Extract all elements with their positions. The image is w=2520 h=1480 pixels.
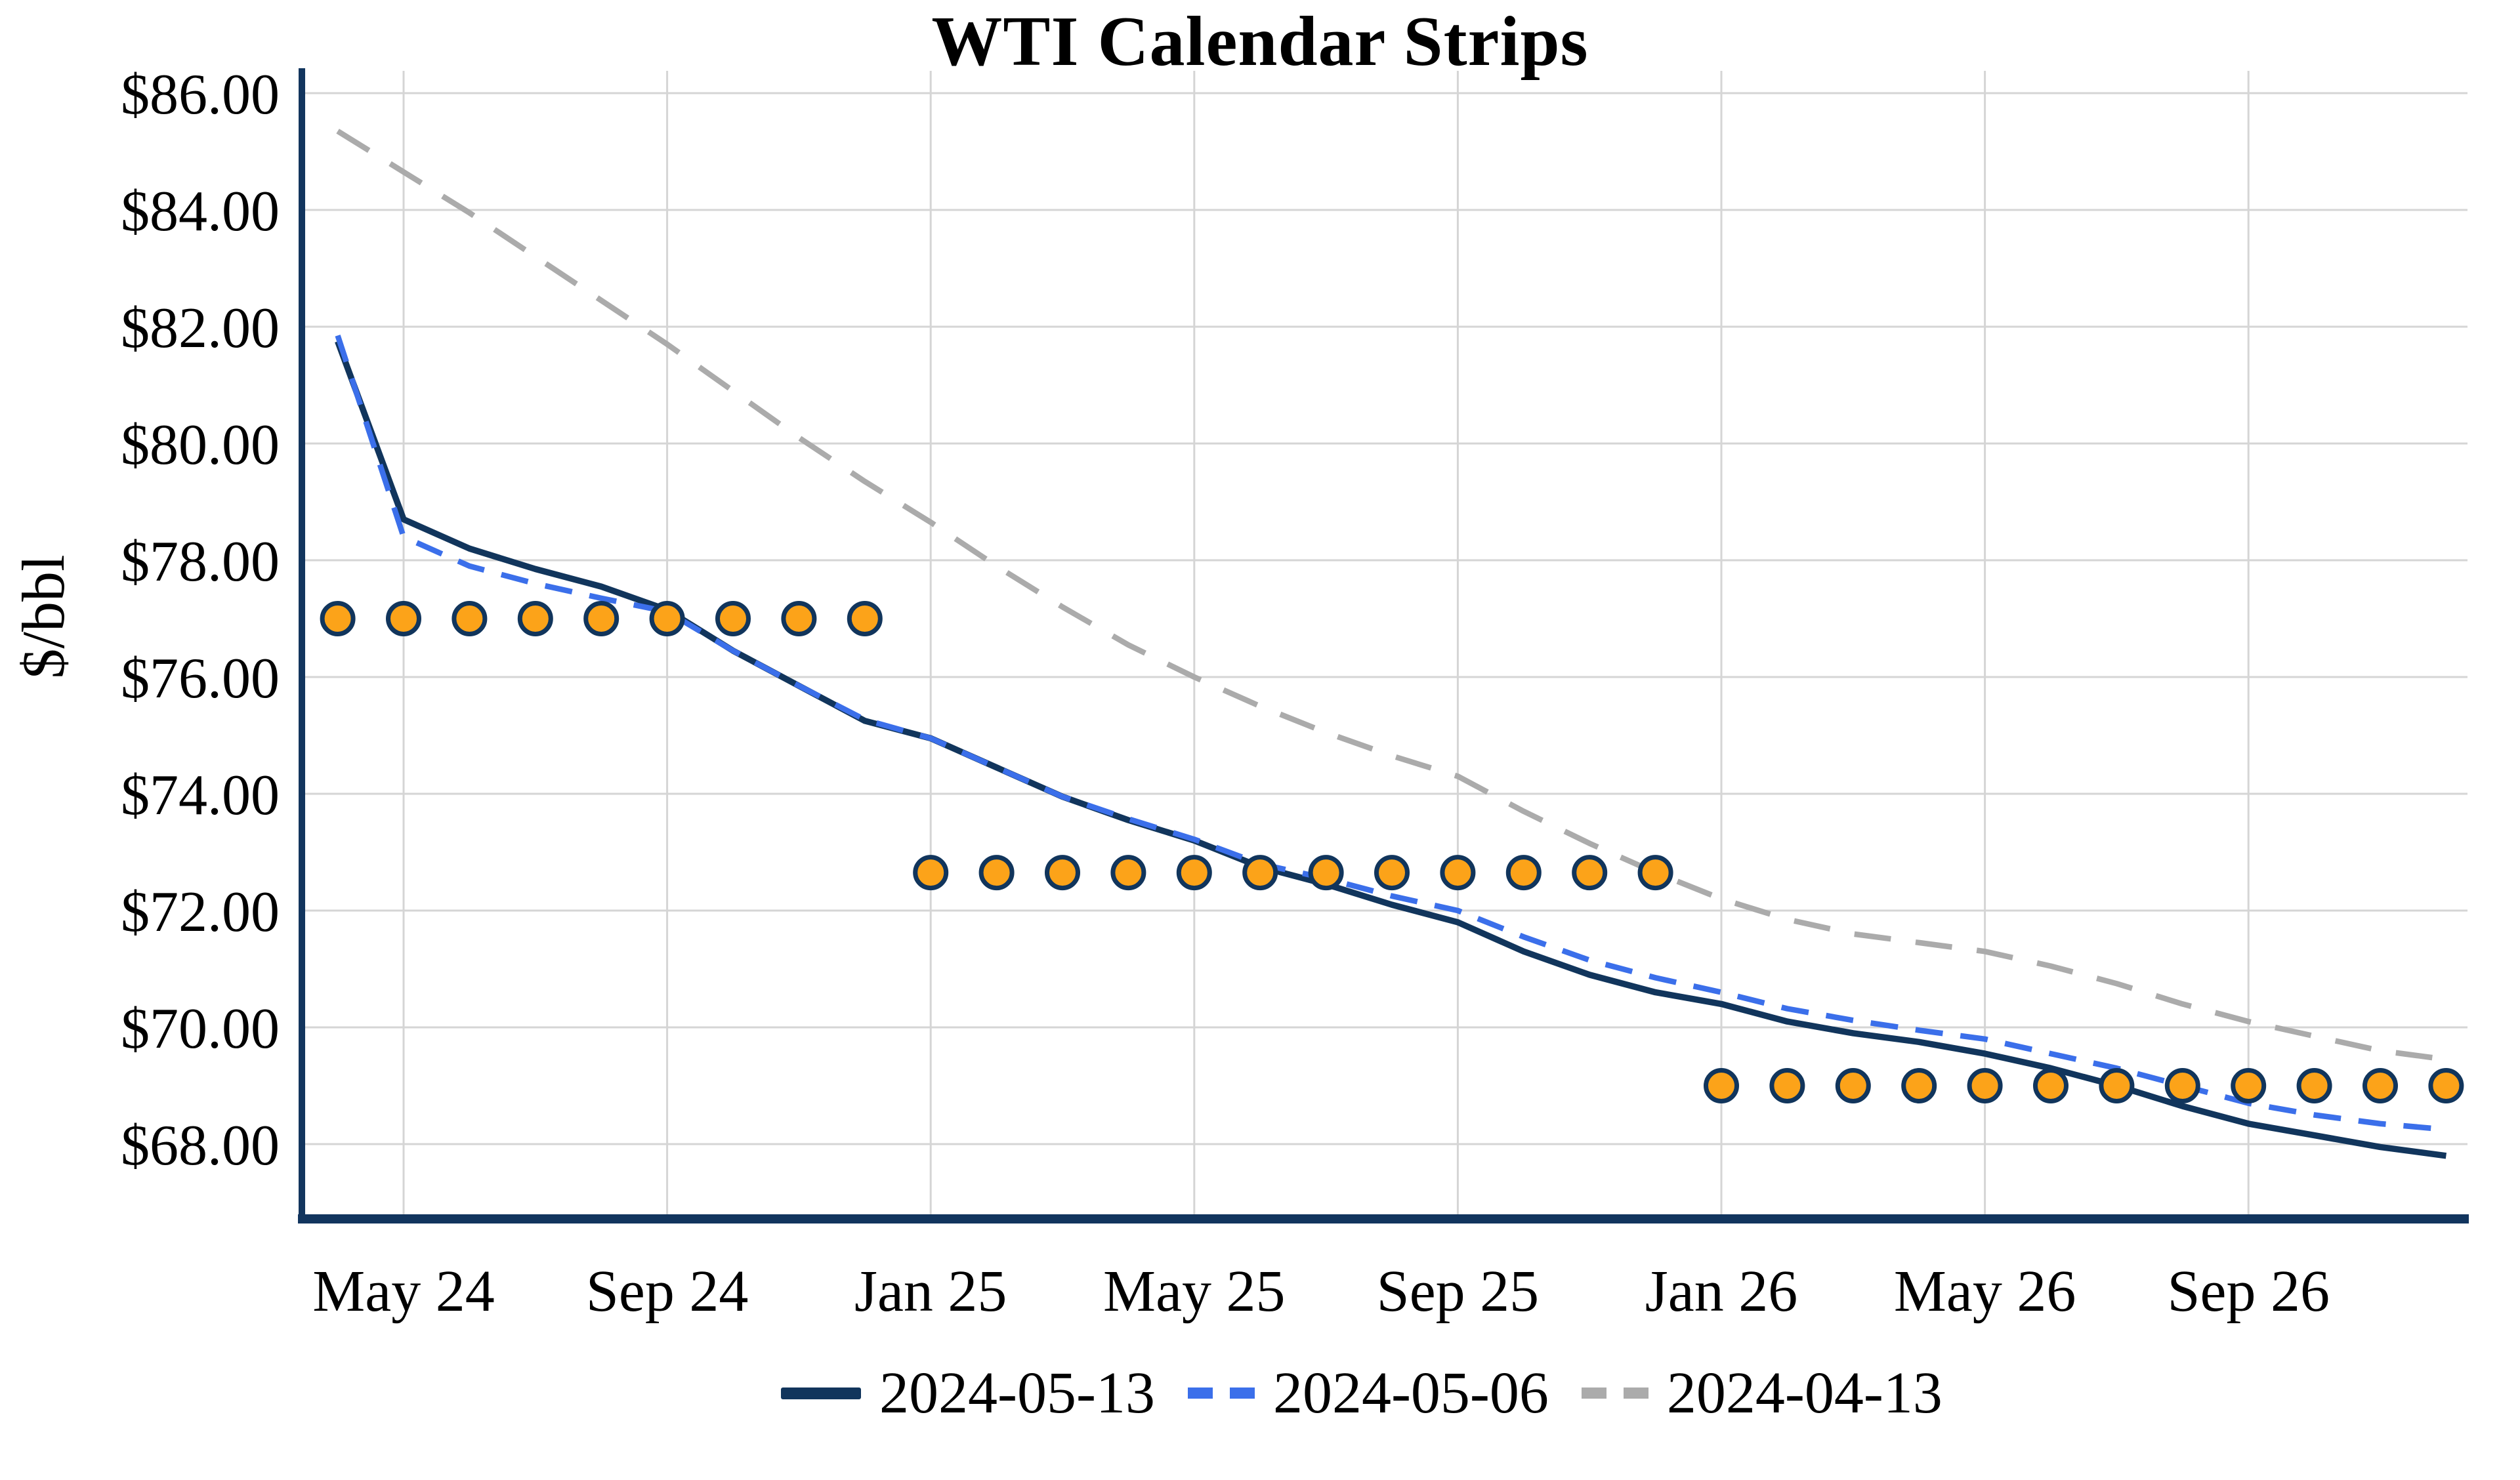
chart-title: WTI Calendar Strips — [931, 3, 1589, 81]
strip-marker — [1374, 855, 1410, 891]
y-tick-label: $74.00 — [121, 764, 280, 827]
strip-marker — [2231, 1068, 2267, 1103]
strip-marker — [1308, 855, 1344, 891]
x-tick-label: Sep 25 — [1377, 1259, 1540, 1324]
x-tick-label: May 24 — [312, 1259, 494, 1324]
y-tick-label: $86.00 — [121, 63, 280, 127]
legend-solid-line-swatch — [781, 1387, 861, 1399]
strip-marker — [1769, 1068, 1805, 1103]
strip-marker — [1045, 855, 1080, 891]
strip-marker — [913, 855, 949, 891]
strip-marker — [1967, 1068, 2003, 1103]
series-line-2024-04-13 — [336, 129, 2446, 1063]
series-line-2024-05-06 — [335, 335, 2446, 1133]
strip-marker — [1572, 855, 1608, 891]
strip-marker — [649, 601, 685, 636]
strip-marker — [2296, 1068, 2332, 1103]
strip-marker — [1637, 855, 1673, 891]
legend-gray-dash-swatch — [1581, 1388, 1648, 1399]
strip-marker — [1242, 855, 1278, 891]
strip-marker — [1505, 855, 1542, 891]
legend-label: 2024-04-13 — [1666, 1361, 1942, 1426]
x-tick-label: May 26 — [1894, 1259, 2076, 1324]
strip-marker — [2099, 1068, 2135, 1103]
strip-marker — [2362, 1068, 2398, 1103]
y-tick-label: $84.00 — [121, 180, 280, 243]
strip-marker — [847, 601, 883, 636]
series-line-2024-05-13 — [335, 340, 2447, 1159]
strip-marker — [978, 855, 1015, 891]
strip-marker — [2164, 1068, 2200, 1103]
legend-item-2024-04-13: 2024-04-13 — [1581, 1359, 1942, 1427]
strip-marker — [1176, 855, 1212, 891]
strip-marker — [517, 601, 553, 636]
dash-icon — [1229, 1388, 1255, 1399]
y-tick-label: $82.00 — [121, 297, 280, 360]
legend-label: 2024-05-06 — [1272, 1361, 1549, 1426]
x-tick-label: Sep 24 — [586, 1259, 749, 1324]
y-tick-label: $78.00 — [121, 530, 280, 594]
y-tick-label: $70.00 — [121, 997, 280, 1061]
strip-marker — [1835, 1068, 1871, 1103]
legend-blue-dash-swatch — [1187, 1388, 1255, 1399]
strip-marker — [1704, 1068, 1739, 1103]
strip-marker — [1110, 855, 1146, 891]
dash-icon — [1187, 1388, 1213, 1399]
strip-marker — [2428, 1068, 2464, 1103]
strip-marker — [2033, 1068, 2068, 1103]
y-tick-label: $68.00 — [121, 1114, 280, 1178]
x-tick-label: Jan 26 — [1645, 1259, 1797, 1324]
strip-marker — [320, 601, 356, 636]
legend-label: 2024-05-13 — [879, 1361, 1155, 1426]
strip-marker — [781, 601, 817, 636]
x-tick-label: Jan 25 — [854, 1259, 1007, 1324]
y-tick-label: $76.00 — [121, 647, 280, 710]
legend-item-2024-05-06: 2024-05-06 — [1187, 1359, 1549, 1427]
legend-item-2024-05-13: 2024-05-13 — [781, 1359, 1155, 1427]
strip-marker — [715, 601, 751, 636]
legend: 2024-05-13 2024-05-06 2024-04-13 — [781, 1359, 1942, 1427]
y-tick-label: $72.00 — [121, 880, 280, 944]
strip-marker — [452, 601, 488, 636]
strip-marker — [386, 601, 421, 636]
strip-marker — [1901, 1068, 1937, 1103]
strip-marker — [1440, 855, 1476, 891]
x-tick-label: Sep 26 — [2167, 1259, 2330, 1324]
strip-marker — [583, 601, 620, 636]
y-tick-label: $80.00 — [121, 413, 280, 477]
x-tick-label: May 25 — [1103, 1259, 1285, 1324]
dash-icon — [1581, 1388, 1606, 1399]
dash-icon — [1623, 1388, 1648, 1399]
